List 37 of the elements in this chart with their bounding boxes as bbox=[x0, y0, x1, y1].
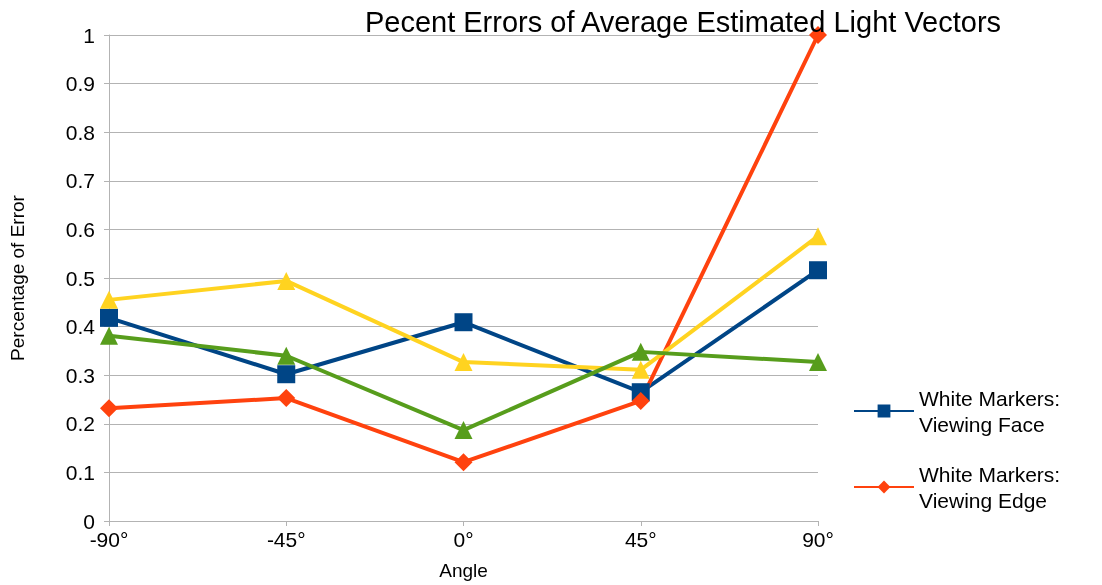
point bbox=[809, 261, 827, 280]
x-tick-label: -45° bbox=[266, 528, 306, 551]
y-tick-label: 0.5 bbox=[65, 266, 95, 290]
point bbox=[809, 353, 827, 372]
point bbox=[454, 313, 473, 332]
point bbox=[454, 353, 473, 372]
legend-label: White Markers: Viewing Edge bbox=[919, 462, 1067, 512]
y-tick-label: 0.3 bbox=[65, 363, 95, 387]
y-tick-label: 0.1 bbox=[65, 460, 95, 484]
y-tick-label: 1 bbox=[83, 23, 95, 47]
point bbox=[277, 271, 296, 290]
y-tick-label: 0.4 bbox=[65, 315, 96, 339]
y-axis-title: Percentage of Error bbox=[7, 194, 28, 361]
x-tick-label: 45° bbox=[624, 528, 657, 551]
point bbox=[454, 453, 473, 472]
point bbox=[100, 326, 118, 345]
x-axis-title: Angle bbox=[439, 560, 488, 581]
point bbox=[454, 421, 473, 440]
point bbox=[631, 360, 650, 379]
y-tick-label: 0.7 bbox=[65, 169, 95, 193]
point bbox=[100, 290, 118, 309]
point bbox=[100, 399, 118, 418]
point bbox=[277, 389, 296, 408]
y-tick-label: 0.6 bbox=[65, 217, 95, 241]
point bbox=[277, 346, 296, 365]
y-tick-label: 0.2 bbox=[65, 412, 95, 436]
point bbox=[809, 227, 827, 246]
x-tick-label: 90° bbox=[802, 528, 834, 551]
point bbox=[277, 365, 296, 384]
legend-label: White Markers: Viewing Face bbox=[919, 386, 1067, 436]
x-tick-label: 0° bbox=[453, 528, 474, 551]
point bbox=[631, 342, 650, 361]
y-tick-label: 0.8 bbox=[65, 120, 95, 144]
point bbox=[100, 308, 118, 327]
chart-title: Pecent Errors of Average Estimated Light Vectors bbox=[364, 5, 1002, 38]
point bbox=[631, 391, 650, 410]
y-tick-label: 0.9 bbox=[65, 72, 95, 96]
